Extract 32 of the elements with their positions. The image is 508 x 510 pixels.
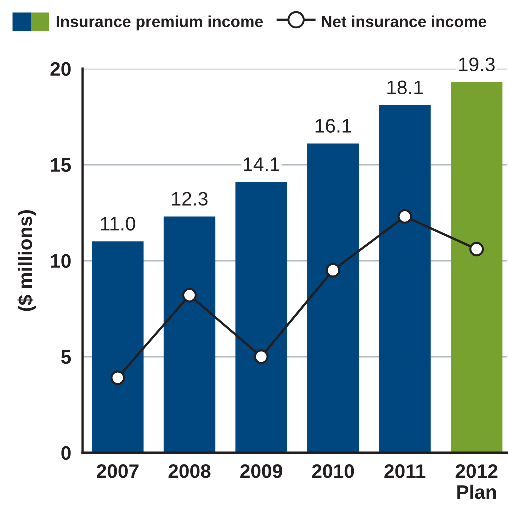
data-label: 14.1 [244, 158, 280, 172]
point [398, 209, 412, 224]
x-tick-label: 2009 [240, 464, 282, 478]
y-tick-label: 0 [62, 446, 71, 460]
bar [451, 82, 503, 453]
y-tick-label: 20 [50, 62, 71, 76]
x-tick-label: 2011 [384, 464, 426, 478]
data-label: 16.1 [316, 119, 352, 133]
point [182, 288, 197, 303]
point [470, 242, 484, 257]
bar [379, 105, 431, 453]
y-tick-label: 15 [51, 158, 72, 172]
y-tick-label: 10 [51, 254, 71, 268]
data-label: 19.3 [459, 58, 495, 72]
data-label: 12.3 [172, 192, 208, 206]
point [326, 263, 341, 278]
legend-label: Insurance premium income [56, 16, 264, 31]
data-label: 11.0 [101, 217, 136, 231]
point [254, 350, 269, 364]
x-tick-label: 2012 Plan [456, 464, 498, 500]
bar [307, 144, 360, 453]
x-tick-label: 2008 [168, 464, 211, 478]
legend-label: Net insurance income [322, 16, 487, 28]
bar [236, 182, 288, 453]
x-tick-label: 2007 [97, 464, 139, 478]
x-tick-label: 2010 [312, 464, 354, 478]
y-tick-label: 5 [61, 350, 72, 364]
y-axis-title: ($ millions) [18, 210, 36, 312]
bar [164, 216, 216, 453]
bar [92, 242, 144, 453]
data-label: 18.1 [388, 80, 424, 95]
point [110, 370, 126, 386]
